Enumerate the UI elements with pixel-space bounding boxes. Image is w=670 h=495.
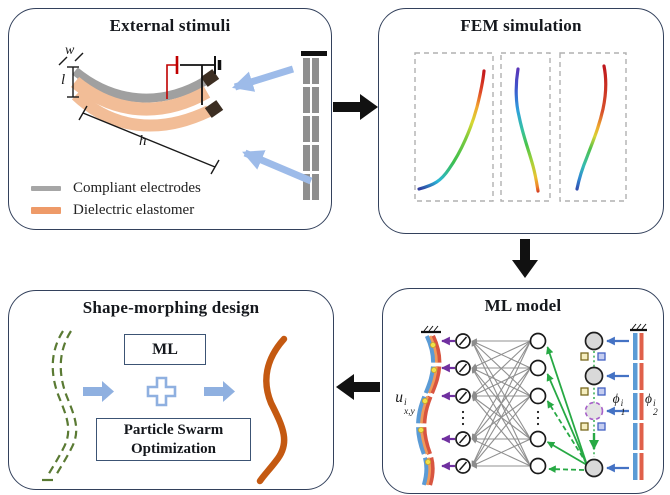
nn-connection-lines: [471, 338, 531, 469]
flow-arrow-down-icon: [512, 239, 538, 278]
panel-external-stimuli: External stimuli: [8, 8, 332, 230]
material-legend: Compliant electrodes Dielectric elastome…: [31, 180, 201, 219]
flow-arrow-left-icon: [336, 374, 380, 400]
output-layer-nodes: [455, 333, 471, 474]
voltage-input-arrows: [606, 336, 629, 473]
panel-fem-simulation: FEM simulation: [378, 8, 664, 234]
fem-case-frames: [414, 52, 627, 202]
displacement-label: u i x,y: [395, 389, 415, 417]
dimension-marks: [58, 52, 220, 175]
output-layer-ellipsis: [461, 410, 465, 426]
shape-morphing-title: Shape-morphing design: [82, 298, 260, 317]
external-stimuli-title: External stimuli: [109, 16, 231, 35]
panel-ml-model: ML model: [382, 288, 664, 494]
shape-morphing-drawing: [42, 330, 288, 485]
length-dim-label: h: [139, 133, 147, 149]
external-stimuli-drawing: [58, 51, 327, 200]
hidden-layer-nodes: [529, 332, 547, 475]
electrode-swatch: [31, 186, 61, 191]
one-hot-squares: [580, 352, 606, 431]
legend-row-electrodes: Compliant electrodes: [31, 180, 201, 197]
undeformed-actuator-bar: [301, 51, 327, 200]
plus-sign: [146, 376, 177, 407]
fem-deformed-shape-2: [514, 67, 540, 193]
morphed-shape-curve: [256, 335, 288, 485]
electrode-legend-label: Compliant electrodes: [73, 180, 201, 196]
ml-box: ML: [124, 334, 206, 365]
displacement-arrows: [441, 336, 455, 471]
pso-box-line1: Particle Swarm: [123, 421, 224, 438]
design-flow-arrow-right: [204, 381, 235, 402]
thickness-dim-label: l: [61, 72, 66, 88]
target-shape-dashed-curve: [42, 330, 78, 482]
elastomer-swatch: [31, 207, 61, 214]
bent-actuator-beam: [70, 67, 212, 132]
voltage-circuit: [166, 56, 222, 105]
legend-row-elastomer: Dielectric elastomer: [31, 202, 201, 219]
flow-arrow-right-icon: [333, 94, 378, 120]
panel-shape-morphing: Shape-morphing design ML: [8, 290, 334, 490]
hidden-layer-ellipsis: [536, 410, 540, 426]
fem-simulation-drawing: [414, 52, 627, 202]
fem-deformed-shape-1: [417, 69, 486, 191]
stimulus-arrows: [231, 65, 313, 185]
bar-fixed-support: [630, 323, 647, 332]
ml-model-drawing: [416, 323, 647, 486]
width-dim-label: w: [65, 43, 75, 58]
input-feature-links: [546, 346, 600, 473]
pso-box: Particle Swarm Optimization: [96, 418, 251, 461]
voltage-bars: [633, 333, 644, 480]
design-flow-arrow-left: [83, 381, 114, 402]
band-fixed-support: [421, 325, 441, 334]
pso-box-line2: Optimization: [131, 440, 216, 457]
fem-deformed-shape-3: [575, 64, 608, 191]
fem-simulation-title: FEM simulation: [460, 16, 582, 35]
ml-box-label: ML: [152, 340, 178, 358]
band-marker-dots: [418, 342, 438, 465]
input-voltage-nodes: [584, 331, 604, 478]
elastomer-legend-label: Dielectric elastomer: [73, 202, 195, 218]
ml-model-title: ML model: [484, 296, 562, 315]
